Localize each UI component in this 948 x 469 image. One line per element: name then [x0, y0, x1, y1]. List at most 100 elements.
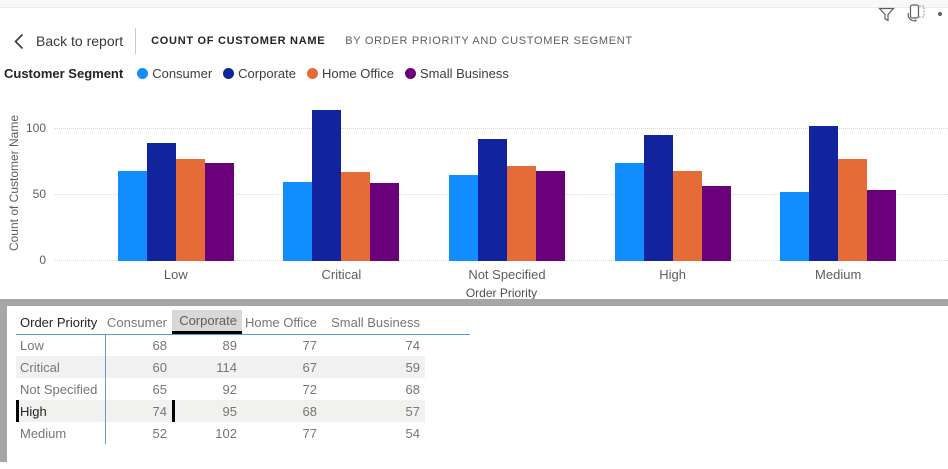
table-body: Low 68 89 77 74 Critical 60 114 67 59 Not Specifie… — [16, 334, 425, 444]
bar-group-medium — [755, 105, 921, 261]
bar-home-office-not-specified[interactable] — [506, 166, 536, 261]
x-label-low: Low — [163, 267, 188, 282]
bar-corporate-low[interactable] — [146, 143, 176, 261]
x-label-high: High — [659, 267, 686, 282]
bar-groups — [93, 105, 921, 261]
legend-item-home-office[interactable]: Home Office — [306, 65, 394, 81]
bar-small-business-critical[interactable] — [370, 183, 400, 261]
bar-small-business-not-specified[interactable] — [535, 171, 565, 261]
vertical-scrollbar[interactable] — [0, 306, 7, 462]
plot-area — [55, 105, 948, 261]
cell-medium-home-office[interactable]: 77 — [302, 425, 317, 441]
table-header-underline — [16, 334, 470, 335]
cell-high-consumer[interactable]: 74 — [105, 400, 172, 422]
bar-corporate-high[interactable] — [643, 135, 673, 261]
title-divider — [135, 28, 137, 54]
gridline-100 — [55, 127, 948, 129]
row-label-high[interactable]: High — [16, 400, 105, 422]
y-tick-100: 100 — [25, 120, 46, 135]
table-row-medium: Medium 52 102 77 54 — [16, 422, 425, 444]
bar-consumer-critical[interactable] — [283, 182, 313, 261]
cell-high-home-office[interactable]: 68 — [242, 400, 322, 422]
bar-consumer-medium[interactable] — [780, 192, 810, 261]
legend-dot-consumer — [137, 67, 149, 79]
x-label-not-specified: Not Specified — [468, 267, 546, 282]
data-table: Order Priority Consumer Corporate Home Offi… — [16, 310, 470, 444]
row-label-not-specified[interactable]: Not Specified — [20, 381, 98, 397]
title-bar: Back to report COUNT OF CUSTOMER NAME BY… — [0, 26, 948, 56]
cell-not-specified-small-business[interactable]: 68 — [405, 381, 420, 397]
bar-home-office-critical[interactable] — [341, 172, 371, 261]
back-to-report-button[interactable]: Back to report — [14, 33, 123, 50]
bar-small-business-medium[interactable] — [867, 190, 897, 261]
bar-home-office-medium[interactable] — [838, 159, 868, 261]
x-label-critical: Critical — [321, 267, 362, 282]
bar-consumer-low[interactable] — [117, 171, 147, 261]
window-top-strip — [0, 0, 948, 8]
bar-corporate-medium[interactable] — [809, 126, 839, 261]
bar-group-low — [93, 105, 259, 261]
bar-small-business-low[interactable] — [204, 163, 234, 261]
bar-small-business-high[interactable] — [701, 186, 731, 261]
page-title: COUNT OF CUSTOMER NAME — [151, 35, 326, 47]
table-row-low: Low 68 89 77 74 — [16, 334, 425, 356]
row-label-medium[interactable]: Medium — [20, 425, 67, 441]
switch-layout-icon[interactable] — [904, 4, 927, 24]
column-header-corporate[interactable]: Corporate — [172, 310, 242, 334]
column-header-small-business[interactable]: Small Business — [331, 314, 420, 330]
cell-critical-consumer[interactable]: 60 — [105, 356, 172, 378]
bar-consumer-not-specified[interactable] — [448, 175, 478, 261]
chart-table-splitter[interactable] — [0, 299, 948, 306]
more-options-icon[interactable] — [938, 12, 942, 16]
table-row-critical: Critical 60 114 67 59 — [16, 356, 425, 378]
bar-group-not-specified — [424, 105, 590, 261]
visual-header-icons — [878, 4, 942, 24]
legend-item-corporate[interactable]: Corporate — [223, 66, 296, 81]
cell-low-consumer[interactable]: 68 — [152, 337, 167, 353]
cell-low-corporate[interactable]: 89 — [222, 337, 237, 353]
bar-home-office-high[interactable] — [672, 171, 702, 261]
x-axis-title: Order Priority — [465, 286, 538, 300]
cell-high-small-business[interactable]: 57 — [322, 400, 425, 422]
cell-medium-consumer[interactable]: 52 — [152, 425, 167, 441]
cell-not-specified-home-office[interactable]: 72 — [302, 381, 317, 397]
row-label-low[interactable]: Low — [20, 337, 44, 353]
table-header-row: Order Priority Consumer Corporate Home Offi… — [16, 310, 425, 334]
y-tick-50: 50 — [32, 186, 46, 201]
cell-not-specified-consumer[interactable]: 65 — [152, 381, 167, 397]
back-to-report-label: Back to report — [36, 33, 124, 49]
cell-low-home-office[interactable]: 77 — [302, 337, 317, 353]
legend-label: Consumer — [152, 65, 213, 81]
legend-dot-corporate — [223, 67, 235, 79]
bar-corporate-not-specified[interactable] — [477, 139, 507, 261]
column-header-order-priority[interactable]: Order Priority — [20, 314, 98, 330]
cell-medium-corporate[interactable]: 102 — [215, 425, 237, 441]
legend-items: Consumer Corporate Home Office Small Busine… — [137, 66, 520, 81]
cell-critical-small-business[interactable]: 59 — [322, 356, 425, 378]
bar-corporate-critical[interactable] — [312, 110, 342, 261]
row-label-critical[interactable]: Critical — [16, 356, 105, 378]
filter-funnel-icon[interactable] — [878, 6, 895, 23]
cell-low-small-business[interactable]: 74 — [405, 337, 420, 353]
legend-item-small-business[interactable]: Small Business — [405, 66, 509, 81]
cell-critical-corporate[interactable]: 114 — [172, 356, 242, 378]
cell-critical-home-office[interactable]: 67 — [242, 356, 322, 378]
bar-consumer-high[interactable] — [614, 163, 644, 261]
bar-group-critical — [259, 105, 425, 261]
column-header-consumer[interactable]: Consumer — [107, 314, 167, 330]
bar-home-office-low[interactable] — [175, 159, 205, 261]
legend-item-consumer[interactable]: Consumer — [137, 66, 212, 81]
cell-medium-small-business[interactable]: 54 — [405, 425, 420, 441]
x-label-medium: Medium — [815, 267, 862, 282]
table-row-high: High 74 95 68 57 — [16, 400, 425, 422]
legend-label: Home Office — [321, 65, 394, 81]
y-tick-0: 0 — [39, 253, 46, 267]
table-column-divider — [105, 334, 106, 444]
cell-not-specified-corporate[interactable]: 92 — [222, 381, 237, 397]
legend-dot-small-business — [405, 67, 416, 79]
cell-high-corporate[interactable]: 95 — [172, 400, 242, 422]
column-header-home-office[interactable]: Home Office — [244, 314, 317, 330]
table-row-not-specified: Not Specified 65 92 72 68 — [16, 378, 425, 400]
chart-legend: Customer Segment Consumer Corporate Home O… — [4, 63, 520, 83]
